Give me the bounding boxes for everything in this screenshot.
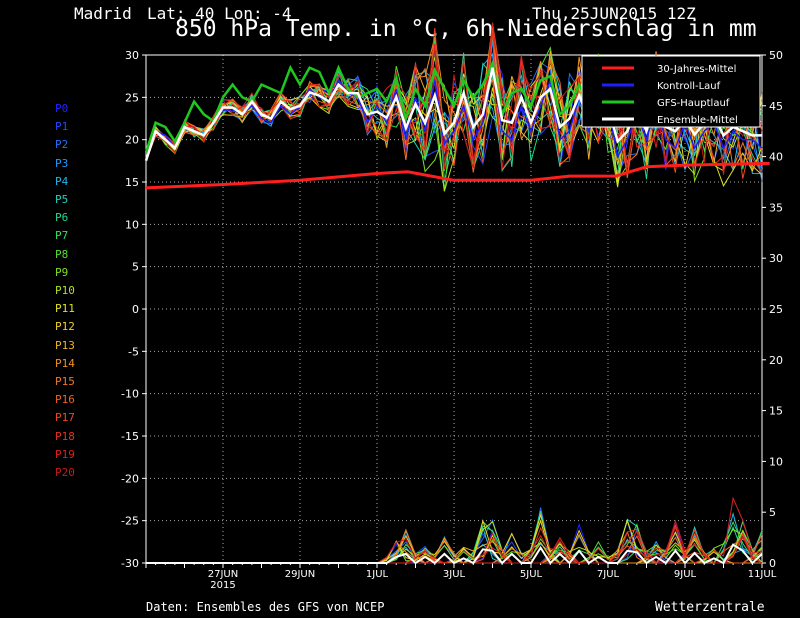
x-tick-label: 7JUL <box>597 569 620 580</box>
y-left-tick-label: 5 <box>132 261 139 274</box>
x-tick-label: 3JUL <box>443 569 466 580</box>
ensemble-member-label: P17 <box>55 411 75 425</box>
ensemble-member-label: P16 <box>55 393 75 407</box>
y-right-tick-label: 35 <box>769 201 783 214</box>
y-right-tick-label: 30 <box>769 252 783 265</box>
ensemble-member-label: P8 <box>55 247 69 261</box>
y-right-tick-label: 25 <box>769 303 783 316</box>
ensemble-member-label: P9 <box>55 265 69 279</box>
legend-label: GFS-Hauptlauf <box>657 98 730 109</box>
y-right-tick-label: 45 <box>769 100 783 113</box>
y-right-tick-label: 50 <box>769 49 783 62</box>
brand-label: Wetterzentrale <box>655 600 765 615</box>
climate-mean-line <box>145 161 770 190</box>
x-tick-label: 11JUL <box>748 569 777 580</box>
x-tick-label: 9JUL <box>674 569 697 580</box>
coords-label: Lat: 40 Lon: -4 <box>147 4 292 23</box>
y-left-tick-label: -20 <box>121 472 139 485</box>
legend-label: Kontroll-Lauf <box>657 81 721 92</box>
ensemble-member-label: P12 <box>55 320 75 334</box>
y-right-tick-label: 0 <box>769 557 776 570</box>
y-right-tick-label: 5 <box>769 506 776 519</box>
x-tick-label: 5JUL <box>520 569 543 580</box>
y-left-tick-label: 10 <box>125 218 139 231</box>
x-tick-label: 1JUL <box>366 569 389 580</box>
ensemble-member-label: P11 <box>55 302 75 316</box>
x-tick-label: 29JUN <box>285 569 315 580</box>
chart-legend: 30-Jahres-Mittel Kontroll-Lauf GFS-Hauptla… <box>581 55 761 128</box>
ensemble-member-label: P19 <box>55 447 75 461</box>
ensemble-member-label: P13 <box>55 338 75 352</box>
ensemble-member-label: P5 <box>55 193 69 207</box>
ensemble-member-list: P0 P1 P2 P3 P4 P5 P6 P7 P8 P9 P10 P11 P12 P13 P14 P15 P1… <box>55 100 75 482</box>
x-tick-sublabel: 2015 <box>210 580 235 591</box>
y-left-tick-label: 30 <box>125 49 139 62</box>
y-right-tick-label: 40 <box>769 151 783 164</box>
y-left-tick-label: -25 <box>121 515 139 528</box>
y-left-tick-label: 25 <box>125 91 139 104</box>
y-left-tick-label: 0 <box>132 303 139 316</box>
location-label: Madrid <box>74 4 132 23</box>
precip-mean-line <box>146 543 763 565</box>
ensemble-member-label: P14 <box>55 356 75 370</box>
y-right-tick-label: 15 <box>769 405 783 418</box>
ensemble-member-label: P20 <box>55 466 75 480</box>
y-left-tick-label: -5 <box>128 345 139 358</box>
y-left-tick-label: -10 <box>121 388 139 401</box>
run-time-label: Thu,25JUN2015 12Z <box>532 4 696 23</box>
chart-title: 850 hPa Temp. in °C, 6h-Niederschlag in … <box>175 16 757 42</box>
data-source-label: Daten: Ensembles des GFS von NCEP <box>146 600 385 614</box>
ensemble-member-label: P7 <box>55 229 69 243</box>
precip-layer <box>146 496 763 565</box>
y-left-tick-label: 15 <box>125 176 139 189</box>
ensemble-member-label: P10 <box>55 284 75 298</box>
ensemble-member-label: P2 <box>55 138 69 152</box>
legend-label: Ensemble-Mittel <box>657 115 738 126</box>
ensemble-member-label: P3 <box>55 156 69 170</box>
ensemble-member-label: P15 <box>55 375 75 389</box>
ensemble-member-label: P0 <box>55 102 69 115</box>
y-left-tick-label: 20 <box>125 134 139 147</box>
ensemble-member-label: P18 <box>55 429 75 443</box>
x-tick-label: 27JUN <box>208 569 238 580</box>
y-left-tick-label: -30 <box>121 557 139 570</box>
y-right-tick-label: 10 <box>769 455 783 468</box>
ensemble-member-label: P4 <box>55 174 69 188</box>
y-right-tick-label: 20 <box>769 354 783 367</box>
y-left-tick-label: -15 <box>121 430 139 443</box>
legend-label: 30-Jahres-Mittel <box>657 64 736 75</box>
ensemble-member-label: P6 <box>55 211 69 225</box>
ensemble-member-label: P1 <box>55 120 69 134</box>
